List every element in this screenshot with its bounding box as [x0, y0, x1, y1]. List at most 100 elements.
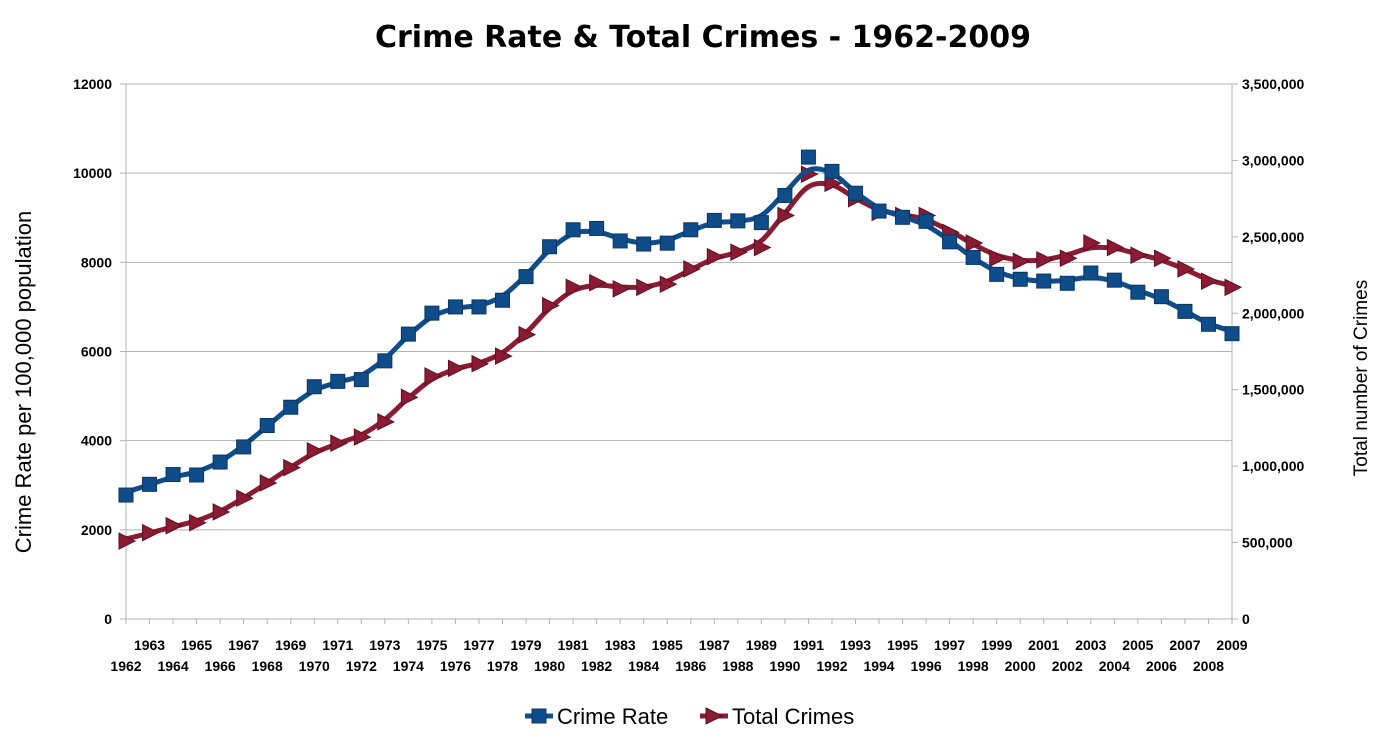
x-tick-label: 1986 [675, 658, 706, 674]
total-crimes-point [400, 388, 419, 407]
total-crimes-point [1130, 246, 1148, 265]
chart-title: Crime Rate & Total Crimes - 1962-2009 [375, 20, 1031, 55]
total-crimes-point [212, 503, 231, 521]
total-crimes-point [424, 367, 443, 385]
total-crimes-point [1106, 238, 1125, 257]
crime-rate-point [1059, 275, 1075, 291]
total-crimes-point [824, 174, 843, 193]
legend-crime-rate-label: Crime Rate [557, 704, 668, 729]
x-tick-label: 1977 [463, 637, 494, 653]
x-tick-label: 1967 [228, 637, 259, 653]
x-tick-label: 1979 [510, 637, 541, 653]
total-crimes-point [283, 458, 301, 477]
crime-rate-point [965, 249, 981, 265]
legend-crime-rate-marker [531, 708, 547, 724]
total-crimes-point [1153, 249, 1172, 268]
total-crimes-point [353, 428, 372, 446]
crime-rate-point [589, 220, 605, 236]
x-tick-label: 2002 [1052, 658, 1083, 674]
crime-rate-point [259, 418, 275, 434]
x-tick-label: 1973 [369, 637, 400, 653]
crime-rate-point [753, 215, 769, 231]
gridlines [126, 83, 1232, 620]
legend-crime-rate: Crime Rate [525, 704, 668, 729]
legend-total-crimes: Total Crimes [700, 704, 854, 729]
right-axis-ticks: 0 500,000 1,000,000 1,500,000 2,000,000 2,500… [1232, 76, 1304, 627]
total-crimes-point [165, 516, 184, 535]
x-tick-label: 1997 [934, 637, 965, 653]
left-tick-label: 10000 [73, 165, 112, 181]
right-tick-label: 1,000,000 [1242, 458, 1304, 474]
total-crimes-point [753, 238, 772, 257]
crime-rate-point [424, 305, 440, 321]
total-crimes-point [612, 280, 631, 298]
total-crimes-point [1036, 250, 1054, 269]
crime-rate-point [142, 476, 158, 492]
crime-rate-point [636, 236, 652, 252]
x-tick-label: 1971 [322, 637, 353, 653]
x-tick-label: 1988 [722, 658, 753, 674]
right-tick-label: 3,500,000 [1242, 76, 1304, 92]
x-tick-label: 2007 [1169, 637, 1200, 653]
x-tick-label: 1980 [534, 658, 565, 674]
total-crimes-point [777, 206, 796, 225]
crime-rate-point [1012, 271, 1028, 287]
crime-rate-point [495, 292, 511, 308]
x-tick-label: 1984 [628, 658, 659, 674]
total-crimes-point [118, 532, 137, 550]
total-crimes-point [1177, 260, 1196, 278]
x-tick-label: 1970 [299, 658, 330, 674]
x-tick-label: 1994 [863, 658, 894, 674]
x-tick-label: 1985 [652, 637, 683, 653]
left-axis-title: Crime Rate per 100,000 population [11, 211, 36, 553]
right-tick-label: 2,000,000 [1242, 305, 1304, 321]
total-crimes-point [518, 325, 537, 344]
crime-rate-point [871, 203, 887, 219]
crime-rate-point [659, 235, 675, 251]
x-tick-label: 1982 [581, 658, 612, 674]
crime-rate-point [918, 213, 934, 229]
total-crimes-point [377, 413, 395, 431]
crime-rate-point [236, 439, 252, 455]
total-crimes-point [659, 275, 678, 294]
crime-rate-point [612, 233, 628, 249]
x-tick-label: 1976 [440, 658, 471, 674]
x-tick-label: 1983 [605, 637, 636, 653]
left-tick-label: 0 [104, 611, 112, 627]
crime-rate-point [1153, 289, 1169, 305]
x-tick-label: 1978 [487, 658, 518, 674]
crime-rate-point [730, 213, 746, 229]
crime-rate-point [283, 399, 299, 415]
right-tick-label: 0 [1242, 611, 1250, 627]
total-crimes-point [1083, 234, 1101, 252]
total-crimes-point [542, 296, 560, 315]
total-crimes-point [565, 278, 584, 297]
crime-rate-point [800, 149, 816, 165]
x-tick-label: 1974 [393, 658, 424, 674]
crime-rate-point [306, 379, 322, 395]
total-crimes-point [706, 247, 725, 266]
series-total-crimes [118, 165, 1243, 550]
total-crimes-point [471, 354, 490, 373]
right-tick-label: 3,000,000 [1242, 152, 1304, 168]
total-crimes-point [447, 359, 466, 378]
crime-rate-point [1106, 272, 1122, 288]
crime-rate-point [471, 299, 487, 315]
crime-rate-point [400, 326, 416, 342]
crime-rate-point [189, 467, 205, 483]
crime-rate-point [847, 185, 863, 201]
x-tick-label: 2004 [1099, 658, 1130, 674]
x-tick-label: 1998 [958, 658, 989, 674]
x-tick-label: 1963 [134, 637, 165, 653]
total-crimes-point [965, 234, 984, 252]
x-tick-label: 1962 [110, 658, 141, 674]
x-tick-label: 1975 [416, 637, 447, 653]
total-crimes-point [683, 260, 701, 278]
total-crimes-point [1012, 252, 1031, 271]
crime-rate-point [1036, 273, 1052, 289]
x-tick-label: 1993 [840, 637, 871, 653]
right-axis-title: Total number of Crimes [1351, 280, 1372, 476]
x-tick-label: 2003 [1075, 637, 1106, 653]
x-tick-label: 1996 [911, 658, 942, 674]
